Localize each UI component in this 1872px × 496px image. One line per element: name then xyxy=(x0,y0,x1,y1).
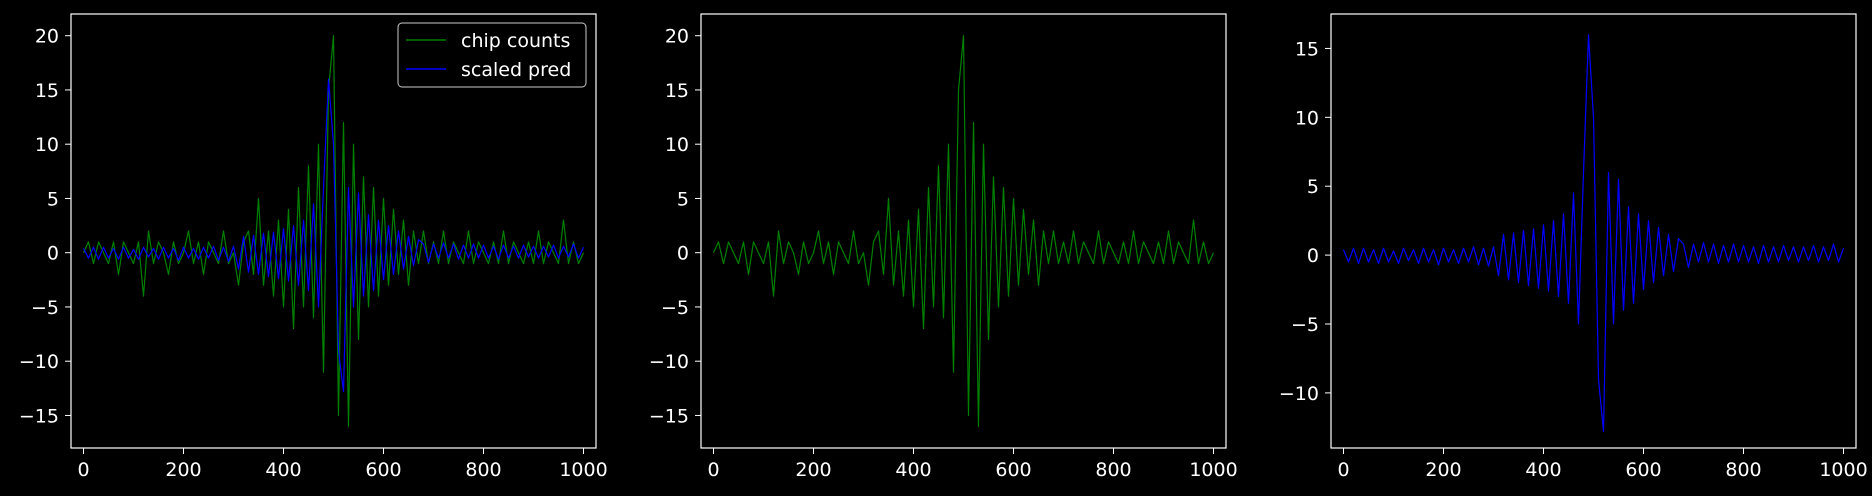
panel-1-spines xyxy=(70,13,597,449)
x-tick-label: 0 xyxy=(1337,459,1349,481)
y-tick-label: 5 xyxy=(47,188,59,210)
y-tick-label: 10 xyxy=(35,134,59,156)
x-tick-label: 400 xyxy=(895,459,931,481)
x-tick-label: 800 xyxy=(465,459,501,481)
panel-3-ticks: 0 200 400 600 800 1000 −10 −5 0 5 10 15 xyxy=(1279,38,1868,481)
panel-2-ticks: 0 200 400 600 800 1000 −15 −10 −5 0 5 10 15 20 xyxy=(649,26,1238,481)
panel-1-axes-frame xyxy=(70,13,597,449)
legend-label-chip-counts: chip counts xyxy=(461,30,570,52)
panel-3-spines xyxy=(1330,13,1857,449)
x-tick-label: 800 xyxy=(1095,459,1131,481)
y-tick-label: 5 xyxy=(677,188,689,210)
panel-1-ticks: 0 200 400 600 800 1000 −15 −10 −5 0 5 10 15 20 xyxy=(19,26,608,481)
x-tick-label: 600 xyxy=(365,459,401,481)
y-tick-label: 20 xyxy=(665,26,689,48)
x-tick-label: 400 xyxy=(1525,459,1561,481)
panel-3-axes-frame xyxy=(1330,13,1857,449)
panel-2-line-series-1 xyxy=(712,35,1215,427)
panel-3-line-series-1 xyxy=(1342,34,1845,433)
y-tick-label: 10 xyxy=(1295,107,1319,129)
x-tick-label: 200 xyxy=(165,459,201,481)
panel-1-plot-area xyxy=(82,35,585,427)
panel-2-axes-frame xyxy=(700,13,1227,449)
panel-1-line-scaled-pred xyxy=(82,78,585,393)
x-tick-label: 200 xyxy=(795,459,831,481)
y-tick-label: −15 xyxy=(19,405,59,427)
x-tick-label: 600 xyxy=(1625,459,1661,481)
chart-panel-3: 0 200 400 600 800 1000 −10 −5 0 5 10 15 xyxy=(1279,13,1868,481)
y-tick-label: 20 xyxy=(35,26,59,48)
panel-2-spines xyxy=(700,13,1227,449)
y-tick-label: −10 xyxy=(19,351,59,373)
chart-panel-2: 0 200 400 600 800 1000 −15 −10 −5 0 5 10 15 20 xyxy=(649,13,1238,481)
x-tick-label: 1000 xyxy=(1189,459,1237,481)
x-tick-label: 400 xyxy=(265,459,301,481)
y-tick-label: 5 xyxy=(1307,176,1319,198)
y-tick-label: −10 xyxy=(1279,383,1319,405)
y-tick-label: −5 xyxy=(661,297,689,319)
x-tick-label: 1000 xyxy=(559,459,607,481)
y-tick-label: −15 xyxy=(649,405,689,427)
chart-panel-1: 0 200 400 600 800 1000 −15 −10 −5 0 5 10 15 20 chip c… xyxy=(19,13,608,481)
y-tick-label: −5 xyxy=(31,297,59,319)
y-tick-label: −5 xyxy=(1291,314,1319,336)
x-tick-label: 0 xyxy=(77,459,89,481)
y-tick-label: 0 xyxy=(47,243,59,265)
panel-3-plot-area xyxy=(1342,34,1845,433)
x-tick-label: 0 xyxy=(707,459,719,481)
y-tick-label: 0 xyxy=(677,243,689,265)
y-tick-label: 15 xyxy=(665,80,689,102)
y-tick-label: 10 xyxy=(665,134,689,156)
x-tick-label: 600 xyxy=(995,459,1031,481)
y-tick-label: 15 xyxy=(35,80,59,102)
y-tick-label: −10 xyxy=(649,351,689,373)
legend-box xyxy=(397,22,587,88)
x-tick-label: 1000 xyxy=(1819,459,1867,481)
legend: chip counts scaled pred xyxy=(397,22,587,88)
x-tick-label: 800 xyxy=(1725,459,1761,481)
legend-label-scaled-pred: scaled pred xyxy=(461,59,571,81)
x-tick-label: 200 xyxy=(1425,459,1461,481)
panel-2-plot-area xyxy=(712,35,1215,427)
y-tick-label: 15 xyxy=(1295,38,1319,60)
y-tick-label: 0 xyxy=(1307,245,1319,267)
